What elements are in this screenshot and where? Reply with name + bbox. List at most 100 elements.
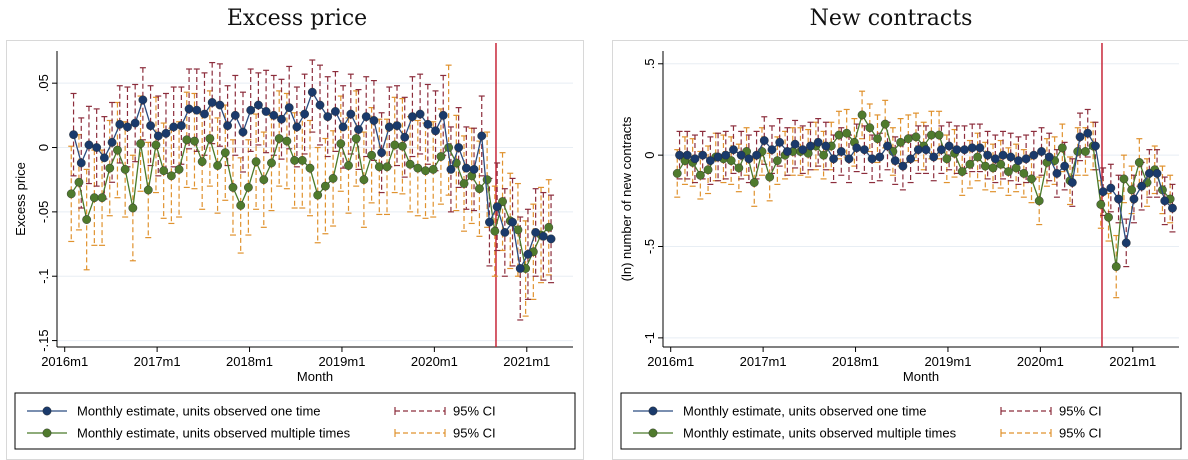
data-point-multiple-times xyxy=(313,190,323,200)
data-point-one-time xyxy=(921,145,931,155)
data-point-one-time xyxy=(99,153,109,163)
data-point-multiple-times xyxy=(297,155,307,165)
data-point-one-time xyxy=(107,137,117,147)
data-point-one-time xyxy=(675,150,684,160)
data-point-one-time xyxy=(423,119,433,129)
data-point-one-time xyxy=(836,147,846,156)
data-point-multiple-times xyxy=(996,159,1006,169)
excess-price-chart: -.15 -.1 -.05 0 .05 2016m1 2017m1 2018m1 2019m1 2… xyxy=(13,43,576,450)
data-point-one-time xyxy=(705,156,715,166)
y-tick-label: -1 xyxy=(642,332,657,344)
data-point-one-time xyxy=(169,122,179,132)
data-point-one-time xyxy=(130,118,140,128)
data-point-one-time xyxy=(438,110,448,120)
data-point-one-time xyxy=(806,141,815,151)
legend-label-one-time: Monthly estimate, units observed one tim… xyxy=(77,404,321,419)
data-point-one-time xyxy=(531,228,541,237)
data-point-one-time xyxy=(277,114,286,124)
legend-box xyxy=(14,392,576,450)
chart-title: Excess price xyxy=(226,6,368,31)
data-point-one-time xyxy=(215,100,225,110)
data-point-multiple-times xyxy=(328,174,338,183)
data-point-multiple-times xyxy=(421,166,430,176)
data-point-multiple-times xyxy=(903,134,913,144)
data-point-one-time xyxy=(523,249,533,259)
data-point-multiple-times xyxy=(834,130,844,140)
data-point-multiple-times xyxy=(1019,169,1029,178)
data-point-multiple-times xyxy=(228,183,238,192)
data-point-multiple-times xyxy=(734,163,744,173)
data-point-one-time xyxy=(690,154,700,164)
x-tick-label: 2019m1 xyxy=(318,354,365,369)
data-point-multiple-times xyxy=(82,215,92,224)
data-point-one-time xyxy=(1060,161,1070,171)
data-point-one-time xyxy=(515,264,525,273)
data-point-multiple-times xyxy=(159,166,169,176)
data-point-multiple-times xyxy=(1096,200,1106,209)
y-axis-label: (ln) number of new contracts xyxy=(619,116,634,281)
data-point-one-time xyxy=(967,143,977,153)
y-tick-label: 0 xyxy=(642,152,657,159)
data-point-multiple-times xyxy=(459,179,469,188)
y-tick-label: -.15 xyxy=(36,329,51,351)
data-point-multiple-times xyxy=(259,175,269,185)
data-point-one-time xyxy=(867,154,877,164)
data-point-multiple-times xyxy=(1057,143,1067,153)
data-point-multiple-times xyxy=(274,134,284,143)
data-point-one-time xyxy=(1006,152,1016,162)
data-point-multiple-times xyxy=(475,184,484,194)
data-point-multiple-times xyxy=(490,226,500,236)
data-point-multiple-times xyxy=(282,136,292,146)
data-point-multiple-times xyxy=(498,197,507,206)
data-point-one-time xyxy=(431,126,440,136)
x-axis-label: Month xyxy=(297,369,333,384)
x-axis-label: Month xyxy=(903,369,939,384)
y-axis-label: Excess price xyxy=(13,162,28,236)
data-point-one-time xyxy=(454,143,464,152)
data-point-one-time xyxy=(1014,156,1023,166)
data-point-one-time xyxy=(859,145,869,155)
data-point-one-time xyxy=(384,122,394,132)
data-point-one-time xyxy=(261,107,271,116)
data-point-one-time xyxy=(913,145,923,155)
data-point-one-time xyxy=(937,145,946,155)
y-tick-label: .5 xyxy=(642,58,657,69)
data-point-one-time xyxy=(1129,194,1139,204)
data-point-one-time xyxy=(392,121,402,131)
data-point-one-time xyxy=(898,161,908,171)
data-point-one-time xyxy=(844,154,854,164)
data-point-one-time xyxy=(269,110,279,120)
data-point-one-time xyxy=(852,143,862,153)
data-point-one-time xyxy=(990,154,1000,164)
data-point-multiple-times xyxy=(120,164,130,174)
data-point-one-time xyxy=(775,137,785,147)
legend-ci-label-one-time: 95% CI xyxy=(1059,404,1102,419)
data-point-one-time xyxy=(354,125,363,134)
data-point-one-time xyxy=(1083,128,1093,138)
data-point-one-time xyxy=(944,141,954,151)
data-point-one-time xyxy=(1168,203,1177,213)
data-point-multiple-times xyxy=(398,141,407,151)
data-point-one-time xyxy=(307,87,317,97)
data-point-one-time xyxy=(323,112,333,122)
data-point-multiple-times xyxy=(405,159,415,169)
data-point-one-time xyxy=(713,152,723,162)
x-tick-label: 2020m1 xyxy=(1017,354,1064,369)
data-point-one-time xyxy=(123,122,132,132)
data-point-one-time xyxy=(200,109,209,119)
data-point-one-time xyxy=(782,147,792,156)
data-point-one-time xyxy=(230,110,240,120)
data-point-one-time xyxy=(875,152,885,162)
new-contracts-panel: New contracts -1 -.5 0 .5 2016m1 2017m1 2018m1… xyxy=(594,0,1188,460)
y-tick-label: -.1 xyxy=(36,269,51,284)
data-point-one-time xyxy=(1106,183,1116,193)
data-point-one-time xyxy=(1144,169,1154,178)
data-point-multiple-times xyxy=(105,163,115,173)
y-tick-label: .05 xyxy=(36,74,51,92)
legend-ci-label-multiple-times: 95% CI xyxy=(453,426,496,441)
data-point-one-time xyxy=(84,140,94,150)
data-point-one-time xyxy=(983,150,993,160)
data-point-one-time xyxy=(767,145,777,155)
data-point-one-time xyxy=(813,137,823,147)
data-point-multiple-times xyxy=(1027,174,1036,184)
